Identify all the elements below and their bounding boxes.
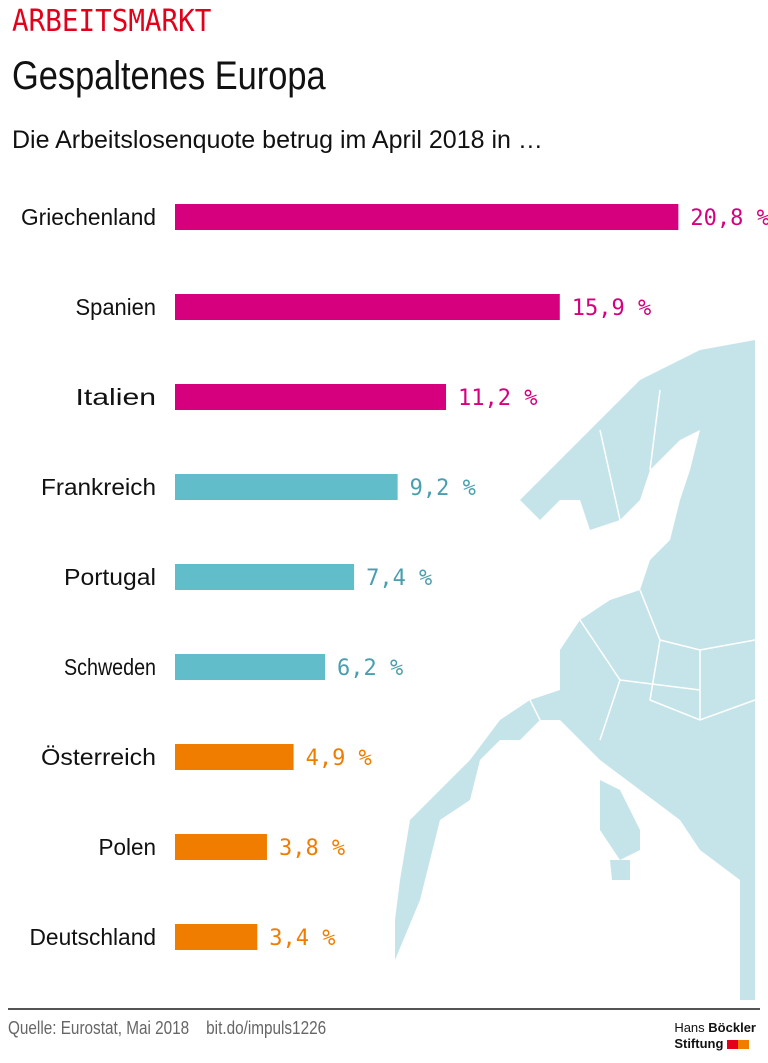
category-label: Schweden	[64, 654, 156, 680]
category-label: Frankreich	[41, 474, 156, 500]
value-label: 11,2 %	[458, 386, 537, 411]
value-label: 6,2 %	[337, 656, 403, 681]
bar	[175, 294, 560, 320]
value-label: 4,9 %	[306, 746, 372, 771]
category-label: Griechenland	[21, 204, 156, 230]
bar	[175, 564, 355, 590]
source-note: Quelle: Eurostat, Mai 2018 bit.do/impuls…	[8, 1018, 326, 1039]
logo-text: Stiftung	[674, 1036, 724, 1051]
bar	[175, 654, 326, 680]
kicker: ARBEITSMARKT	[12, 4, 212, 39]
source-text: Quelle: Eurostat, Mai 2018	[8, 1018, 190, 1038]
bar	[175, 834, 267, 860]
bar	[175, 474, 398, 500]
source-link[interactable]: bit.do/impuls1226	[206, 1018, 327, 1038]
europe-map	[395, 340, 756, 1000]
page-title: Gespaltenes Europa	[12, 54, 326, 98]
category-label: Deutschland	[30, 924, 157, 950]
value-label: 7,4 %	[366, 566, 432, 591]
logo-red-square	[727, 1040, 739, 1050]
category-label: Spanien	[76, 294, 157, 320]
bar	[175, 204, 679, 230]
value-label: 20,8 %	[690, 206, 768, 231]
bar-chart: Griechenland 20,8 % Spanien 15,9 % Italien 11…	[21, 204, 768, 1000]
value-label: 3,8 %	[279, 836, 345, 861]
bar	[175, 744, 294, 770]
hans-boeckler-logo: Hans Böckler Stiftung	[674, 1020, 756, 1052]
subtitle: Die Arbeitslosenquote betrug im April 20…	[12, 126, 543, 154]
category-label: Italien	[76, 384, 157, 410]
value-label: 9,2 %	[410, 476, 476, 501]
logo-orange-square	[738, 1040, 750, 1050]
value-label: 3,4 %	[269, 926, 335, 951]
bar	[175, 384, 447, 410]
footer-divider	[8, 1008, 760, 1010]
value-label: 15,9 %	[572, 296, 651, 321]
category-label: Österreich	[41, 744, 156, 770]
category-label: Polen	[99, 834, 157, 860]
logo-text: Böckler	[708, 1020, 756, 1035]
bar	[175, 924, 258, 950]
logo-text: Hans	[674, 1020, 705, 1035]
category-label: Portugal	[64, 564, 156, 590]
